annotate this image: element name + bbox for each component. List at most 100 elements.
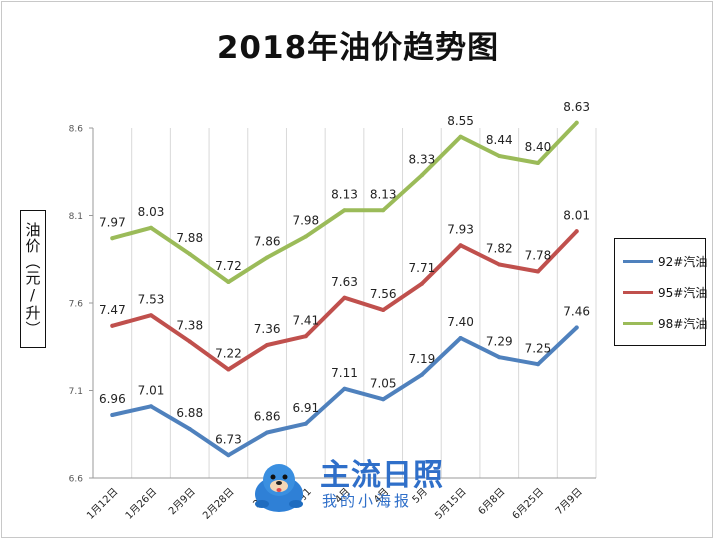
legend-swatch-92 xyxy=(623,259,653,263)
data-point xyxy=(265,430,270,435)
data-point xyxy=(187,339,192,344)
data-label: 7.47 xyxy=(99,303,126,317)
legend-label-95: 95#汽油 xyxy=(658,285,708,300)
data-point xyxy=(226,280,231,284)
data-point xyxy=(303,334,308,339)
y-tick-label: 8.6 xyxy=(69,125,84,135)
data-point xyxy=(574,120,579,125)
data-label: 6.73 xyxy=(215,432,242,446)
x-tick-label: 6月8日 xyxy=(476,486,508,518)
data-point xyxy=(226,453,231,458)
data-label: 7.56 xyxy=(370,287,397,301)
data-point xyxy=(303,421,308,426)
x-tick-label: 1月26日 xyxy=(123,486,159,522)
data-point xyxy=(149,404,154,409)
data-label: 7.82 xyxy=(486,242,513,256)
data-label: 7.40 xyxy=(447,315,474,329)
data-label: 8.13 xyxy=(331,187,358,201)
data-point xyxy=(458,336,463,340)
data-label: 7.36 xyxy=(254,322,281,336)
data-label: 7.93 xyxy=(447,222,474,236)
data-label: 7.01 xyxy=(138,383,165,397)
data-label: 8.13 xyxy=(370,187,397,201)
chart-title: 2018年油价趋势图 xyxy=(216,30,500,66)
data-label: 7.78 xyxy=(525,249,552,263)
y-axis-label: 油价（元/升） xyxy=(23,221,42,337)
legend: 92#汽油 95#汽油 98#汽油 xyxy=(614,238,707,346)
data-point xyxy=(535,161,540,165)
data-point xyxy=(381,308,386,312)
data-point xyxy=(187,252,192,256)
data-label: 7.38 xyxy=(176,319,203,333)
data-label: 7.19 xyxy=(409,352,436,366)
data-point xyxy=(342,295,347,300)
data-label: 8.03 xyxy=(138,205,165,219)
data-point xyxy=(574,229,579,234)
data-label: 7.25 xyxy=(525,341,552,355)
data-label: 7.05 xyxy=(370,376,397,390)
data-point xyxy=(419,173,424,178)
data-label: 7.72 xyxy=(215,259,242,273)
legend-swatch-95 xyxy=(623,290,653,294)
y-axis-label-box: 油价（元/升） xyxy=(20,210,46,348)
data-label: 8.44 xyxy=(486,133,513,147)
data-label: 6.91 xyxy=(292,401,319,415)
data-label: 7.63 xyxy=(331,275,358,289)
data-label: 7.46 xyxy=(563,305,590,319)
data-point xyxy=(149,225,154,230)
data-label: 7.88 xyxy=(176,231,203,245)
data-point xyxy=(265,343,270,347)
x-tick-label: 1月12日 xyxy=(84,486,120,522)
y-tick-label: 7.1 xyxy=(69,387,83,397)
data-point xyxy=(342,386,347,391)
data-label: 8.33 xyxy=(409,152,436,166)
watermark-subtitle: 我的小海报 xyxy=(322,492,413,510)
legend-label-92: 92#汽油 xyxy=(658,254,708,269)
data-point xyxy=(381,397,386,402)
data-label: 7.29 xyxy=(486,334,513,348)
data-label: 7.98 xyxy=(292,214,319,228)
data-point xyxy=(419,281,424,286)
x-tick-label: 6月25日 xyxy=(510,486,546,522)
seal-mascot-icon xyxy=(255,464,303,512)
data-point xyxy=(265,255,270,260)
data-label: 6.88 xyxy=(176,406,203,420)
data-point xyxy=(497,355,502,360)
x-tick-label: 7月9日 xyxy=(553,486,585,518)
data-label: 7.53 xyxy=(138,292,165,306)
data-label: 8.40 xyxy=(525,140,552,154)
legend-item-98: 98#汽油 xyxy=(623,315,707,331)
x-tick-label: 2月28日 xyxy=(200,486,236,522)
data-label: 8.55 xyxy=(447,114,474,128)
data-label: 8.01 xyxy=(563,208,590,222)
data-label: 6.96 xyxy=(99,392,126,406)
data-point xyxy=(110,413,115,417)
data-label: 7.22 xyxy=(215,347,242,361)
data-point xyxy=(535,362,540,367)
data-point xyxy=(110,236,115,241)
legend-item-92: 92#汽油 xyxy=(623,253,707,269)
data-label: 8.63 xyxy=(563,100,590,114)
data-point xyxy=(458,243,463,248)
data-label: 7.86 xyxy=(254,235,281,249)
data-point xyxy=(226,367,231,372)
legend-item-95: 95#汽油 xyxy=(623,284,707,300)
data-label: 6.86 xyxy=(254,410,281,424)
y-tick-label: 6.6 xyxy=(69,475,84,485)
y-tick-label: 8.1 xyxy=(69,212,83,222)
data-point xyxy=(497,154,502,158)
watermark-brand: 主流日照 xyxy=(320,458,444,493)
data-point xyxy=(458,134,463,139)
y-tick-label: 7.6 xyxy=(69,300,84,310)
data-point xyxy=(574,325,579,330)
data-point xyxy=(149,313,154,318)
data-point xyxy=(381,208,386,213)
data-label: 7.11 xyxy=(331,366,358,380)
data-point xyxy=(419,372,424,377)
data-point xyxy=(187,427,192,431)
data-label: 7.97 xyxy=(99,215,126,229)
data-point xyxy=(497,262,502,267)
data-label: 7.71 xyxy=(409,261,436,275)
